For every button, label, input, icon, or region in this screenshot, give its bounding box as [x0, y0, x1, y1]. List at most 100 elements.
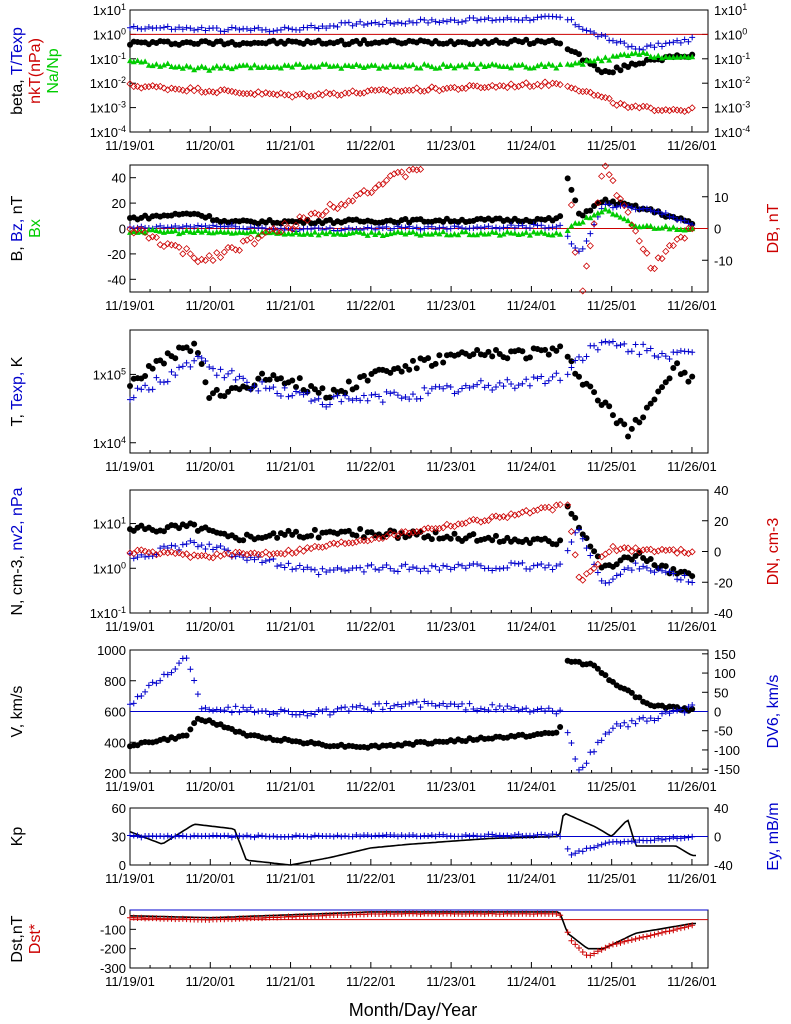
data-point	[504, 228, 511, 235]
data-point	[496, 702, 503, 709]
data-point	[198, 24, 205, 31]
series-1	[127, 338, 696, 410]
data-point	[519, 17, 526, 24]
data-point	[443, 520, 451, 528]
y-tick-label-left: 0	[119, 222, 126, 237]
data-point	[564, 729, 571, 736]
data-point	[530, 707, 537, 714]
data-point	[564, 503, 571, 510]
data-point	[160, 833, 167, 840]
data-point	[602, 730, 609, 737]
x-tick-label: 11/24/01	[507, 298, 557, 313]
data-point	[650, 264, 659, 273]
data-point	[296, 27, 303, 34]
data-point	[658, 107, 666, 115]
data-point	[176, 364, 183, 371]
data-point	[175, 549, 183, 557]
data-point	[579, 287, 587, 295]
data-point	[609, 99, 617, 107]
data-point	[228, 24, 235, 31]
data-point	[466, 384, 473, 391]
data-point	[628, 204, 635, 211]
data-point	[342, 567, 349, 574]
data-point	[443, 703, 450, 710]
data-point	[293, 383, 300, 390]
data-point	[451, 223, 458, 230]
data-point	[164, 671, 171, 678]
data-point	[284, 91, 293, 99]
data-point	[602, 206, 609, 212]
data-point	[368, 20, 375, 27]
data-point	[466, 231, 473, 238]
data-point	[416, 165, 425, 173]
data-point	[323, 61, 330, 67]
data-point	[613, 191, 621, 200]
series-3	[126, 162, 696, 295]
data-point	[659, 710, 666, 717]
data-point	[670, 224, 677, 230]
data-point	[394, 223, 401, 230]
data-point	[213, 550, 221, 558]
data-point	[206, 363, 213, 370]
data-point	[632, 50, 639, 56]
x-tick-label: 11/19/01	[105, 779, 155, 794]
data-point	[594, 665, 601, 672]
data-point	[308, 566, 315, 573]
x-tick-label: 11/22/01	[346, 138, 396, 153]
data-point	[206, 229, 213, 236]
data-point	[598, 32, 605, 39]
data-point	[191, 27, 198, 34]
data-point	[530, 374, 537, 381]
data-point	[288, 549, 296, 557]
data-point	[557, 707, 564, 714]
data-point	[353, 532, 360, 539]
data-point	[666, 928, 673, 935]
data-point	[632, 341, 639, 348]
data-point	[186, 250, 194, 258]
data-point	[194, 26, 201, 33]
data-point	[557, 231, 564, 237]
data-point	[545, 231, 552, 238]
y-tick-label-right: 50	[714, 685, 728, 700]
x-tick-label: 11/25/01	[587, 459, 637, 474]
data-point	[553, 831, 560, 838]
data-point	[591, 950, 598, 957]
data-point	[662, 928, 669, 935]
series-1	[127, 655, 696, 773]
data-point	[602, 196, 609, 203]
data-point	[440, 700, 447, 707]
data-point	[606, 403, 613, 410]
data-point	[232, 223, 239, 230]
data-point	[224, 549, 232, 557]
data-point	[209, 554, 217, 562]
data-point	[670, 927, 677, 934]
data-point	[428, 700, 435, 707]
data-point	[179, 65, 186, 71]
data-point	[579, 357, 586, 364]
data-point	[167, 84, 176, 92]
data-point	[606, 729, 613, 736]
data-point	[254, 234, 262, 242]
data-point	[511, 385, 518, 392]
y-tick-label-right: -50	[714, 724, 733, 739]
data-point	[406, 566, 413, 573]
data-point	[383, 86, 391, 94]
data-point	[360, 705, 367, 712]
data-point	[398, 168, 406, 176]
data-point	[398, 20, 405, 27]
data-point	[322, 88, 330, 97]
data-point	[511, 230, 518, 236]
data-point	[632, 227, 640, 235]
data-point	[594, 739, 601, 746]
x-tick-label: 11/20/01	[185, 871, 235, 886]
x-tick-label: 11/19/01	[105, 619, 155, 634]
data-point	[394, 568, 401, 575]
data-point	[553, 223, 560, 230]
data-point	[508, 222, 515, 229]
data-point	[421, 230, 428, 237]
data-point	[496, 565, 503, 572]
data-point	[225, 370, 232, 377]
data-point	[447, 566, 454, 573]
data-point	[239, 237, 247, 245]
data-point	[681, 369, 688, 376]
